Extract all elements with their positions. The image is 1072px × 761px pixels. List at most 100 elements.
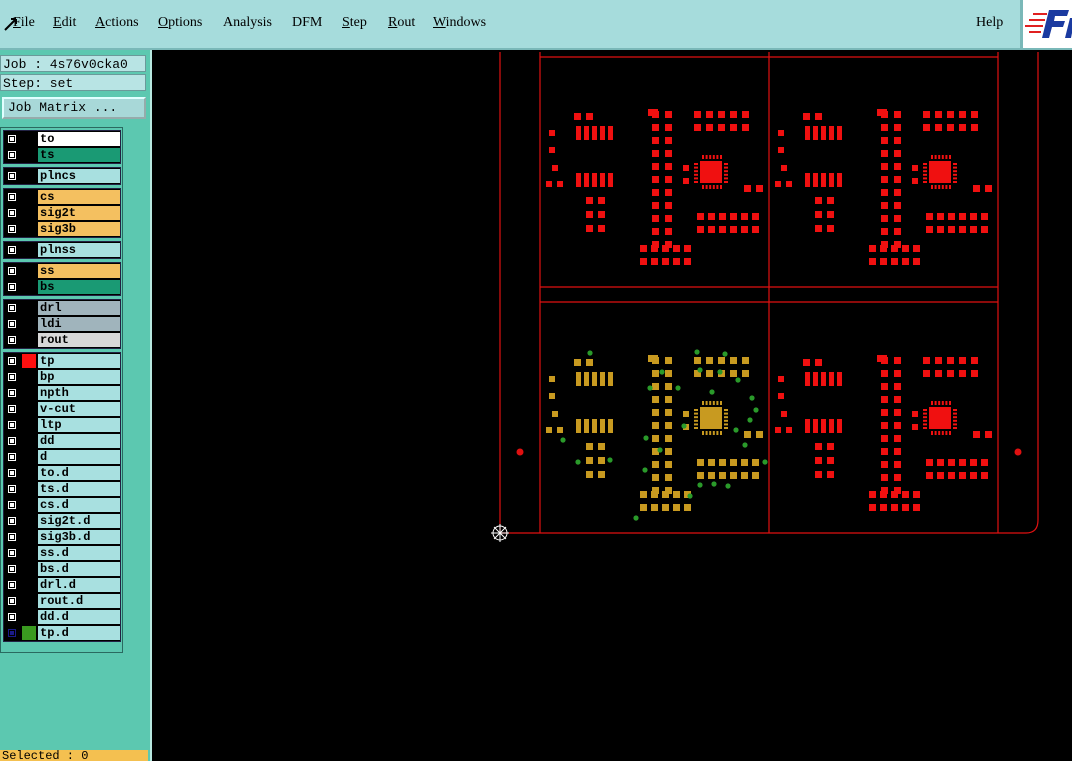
pad — [805, 173, 810, 187]
layer-row[interactable]: plnss — [4, 242, 120, 258]
layer-row[interactable]: ldi — [4, 316, 120, 332]
menu-dfm[interactable]: DFM — [292, 15, 323, 30]
layer-row[interactable]: sig3b — [4, 221, 120, 237]
layer-row[interactable]: d — [4, 449, 120, 465]
layer-checkbox[interactable] — [7, 224, 17, 234]
layer-checkbox[interactable] — [7, 468, 17, 478]
pad — [744, 185, 751, 192]
layer-checkbox[interactable] — [7, 436, 17, 446]
layer-checkbox[interactable] — [7, 335, 17, 345]
layer-row[interactable]: ss — [4, 263, 120, 279]
layer-checkbox[interactable] — [7, 596, 17, 606]
menu-windows[interactable]: Windows — [433, 15, 487, 30]
layer-row[interactable]: sig2t.d — [4, 513, 120, 529]
pad — [724, 181, 728, 183]
layer-row[interactable]: ss.d — [4, 545, 120, 561]
pad — [815, 211, 822, 218]
layer-checkbox[interactable] — [7, 404, 17, 414]
layer-checkbox[interactable] — [7, 580, 17, 590]
layer-row[interactable]: ts.d — [4, 481, 120, 497]
layer-row[interactable]: tp — [4, 353, 120, 369]
layer-row[interactable]: rout.d — [4, 593, 120, 609]
layer-row[interactable]: ts — [4, 147, 120, 163]
pad — [973, 185, 980, 192]
layer-checkbox[interactable] — [7, 420, 17, 430]
pad — [935, 370, 942, 377]
layer-checkbox[interactable] — [7, 150, 17, 160]
layer-name: rout — [38, 333, 120, 347]
layer-row[interactable]: to — [4, 131, 120, 147]
via — [697, 367, 703, 373]
layer-checkbox[interactable] — [7, 192, 17, 202]
pad — [894, 422, 901, 429]
layer-checkbox[interactable] — [7, 282, 17, 292]
layer-row[interactable]: plncs — [4, 168, 120, 184]
menu-step[interactable]: Step — [342, 15, 367, 30]
pad — [869, 491, 876, 498]
pad — [702, 185, 704, 189]
pad — [708, 459, 715, 466]
layer-row[interactable]: cs — [4, 189, 120, 205]
layer-row[interactable]: dd — [4, 433, 120, 449]
layer-checkbox[interactable] — [7, 171, 17, 181]
layer-checkbox[interactable] — [7, 266, 17, 276]
layer-checkbox[interactable] — [7, 245, 17, 255]
pad — [724, 419, 728, 422]
layer-checkbox[interactable] — [7, 452, 17, 462]
pad — [881, 189, 888, 196]
layer-row[interactable]: ltp — [4, 417, 120, 433]
layer-checkbox[interactable] — [7, 356, 17, 366]
pad — [945, 401, 948, 405]
layer-row[interactable]: bs.d — [4, 561, 120, 577]
layer-checkbox[interactable] — [7, 564, 17, 574]
layer-row[interactable]: cs.d — [4, 497, 120, 513]
layer-row[interactable]: drl.d — [4, 577, 120, 593]
layer-row[interactable]: sig3b.d — [4, 529, 120, 545]
layer-row[interactable]: bs — [4, 279, 120, 295]
layer-row[interactable]: v-cut — [4, 401, 120, 417]
menu-options[interactable]: Options — [158, 15, 203, 30]
menu-rout[interactable]: Rout — [388, 15, 416, 30]
menu-actions[interactable]: Actions — [95, 15, 139, 30]
pad — [815, 225, 822, 232]
menu-help[interactable]: Help — [976, 15, 1004, 30]
menu-file[interactable]: File — [13, 15, 35, 30]
pad — [931, 155, 933, 159]
layer-checkbox[interactable] — [7, 548, 17, 558]
layer-row[interactable]: bp — [4, 369, 120, 385]
layer-checkbox[interactable] — [7, 208, 17, 218]
pad — [712, 185, 715, 189]
pad — [923, 412, 927, 415]
job-matrix-button[interactable]: Job Matrix ... — [2, 97, 146, 119]
layer-row[interactable]: drl — [4, 300, 120, 316]
pad — [947, 357, 954, 364]
pad — [586, 211, 593, 218]
layer-checkbox[interactable] — [7, 516, 17, 526]
pad — [719, 472, 726, 479]
layer-row[interactable]: rout — [4, 332, 120, 348]
layer-checkbox[interactable] — [7, 134, 17, 144]
layer-row[interactable]: sig2t — [4, 205, 120, 221]
menu-analysis[interactable]: Analysis — [223, 15, 272, 30]
layer-checkbox[interactable] — [7, 319, 17, 329]
menu-edit[interactable]: Edit — [53, 15, 77, 30]
layer-checkbox[interactable] — [7, 303, 17, 313]
pad — [894, 357, 901, 364]
layer-checkbox[interactable] — [7, 388, 17, 398]
layer-row[interactable]: to.d — [4, 465, 120, 481]
pad — [948, 472, 955, 479]
pad — [891, 258, 898, 265]
layer-checkbox[interactable] — [7, 372, 17, 382]
pad — [720, 185, 722, 189]
layer-checkbox[interactable] — [7, 612, 17, 622]
layer-row[interactable]: tp.d — [4, 625, 120, 641]
pad — [744, 431, 751, 438]
layer-row[interactable]: npth — [4, 385, 120, 401]
pad — [953, 409, 957, 411]
layer-checkbox[interactable] — [7, 484, 17, 494]
layer-checkbox[interactable] — [7, 532, 17, 542]
layer-checkbox[interactable] — [7, 628, 17, 638]
layer-row[interactable]: dd.d — [4, 609, 120, 625]
layer-checkbox[interactable] — [7, 500, 17, 510]
pad — [953, 419, 957, 422]
